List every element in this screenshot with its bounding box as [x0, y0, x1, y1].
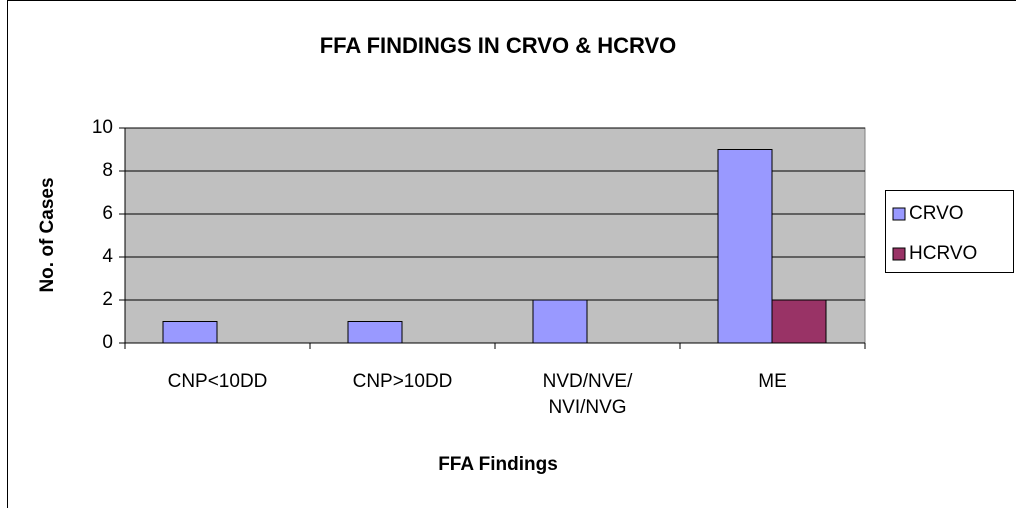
y-tick-label: 10	[92, 117, 113, 138]
legend-swatch	[892, 247, 906, 261]
bar	[717, 149, 773, 344]
y-axis-label: No. of Cases	[37, 177, 58, 292]
y-tick-label: 4	[102, 246, 113, 267]
y-tick-label: 8	[102, 160, 113, 181]
x-tick-label: NVD/NVE/ NVI/NVG	[542, 371, 633, 418]
legend	[885, 190, 1014, 273]
x-tick-label: CNP>10DD	[352, 371, 453, 392]
bar	[771, 299, 827, 344]
x-axis-label: FFA Findings	[438, 454, 558, 475]
chart-title: FFA FINDINGS IN CRVO & HCRVO	[320, 33, 677, 58]
bar	[347, 321, 403, 344]
x-tick-label: CNP<10DD	[167, 371, 268, 392]
legend-swatch	[892, 207, 906, 221]
y-tick-label: 2	[102, 289, 113, 310]
bar	[162, 321, 218, 344]
bar	[532, 299, 588, 344]
y-tick-label: 0	[102, 332, 113, 353]
x-tick-label: ME	[758, 371, 787, 392]
legend-label: CRVO	[909, 203, 964, 224]
legend-label: HCRVO	[909, 243, 977, 264]
y-tick-label: 6	[102, 203, 113, 224]
